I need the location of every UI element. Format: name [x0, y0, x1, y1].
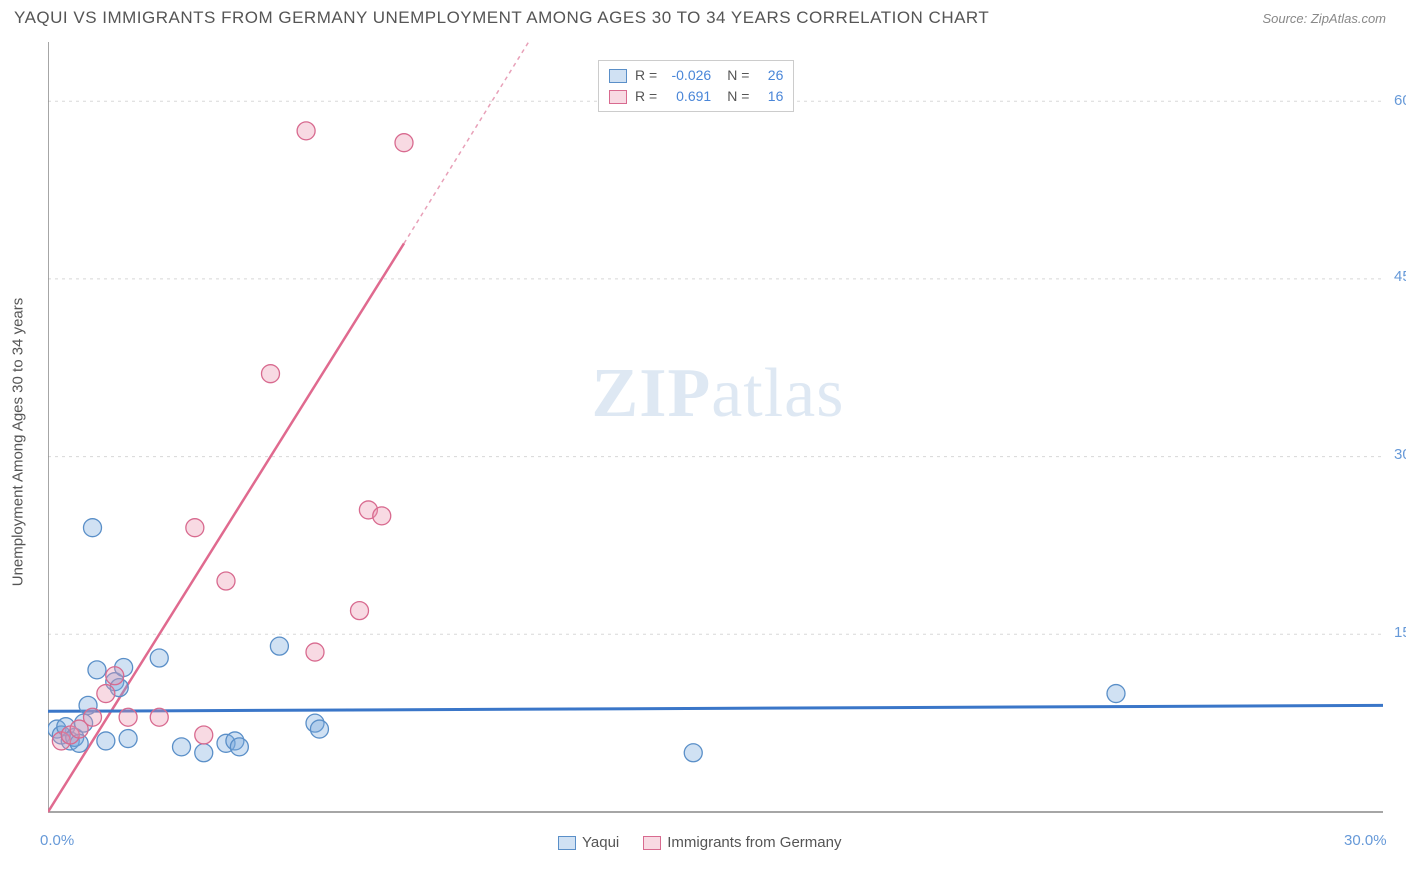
stat-r-label: R =: [635, 86, 657, 107]
legend-label: Immigrants from Germany: [667, 832, 841, 855]
tick-label: 30.0%: [1344, 832, 1387, 849]
stat-r-label: R =: [635, 65, 657, 86]
legend-item: Immigrants from Germany: [643, 832, 841, 855]
source-label: Source: ZipAtlas.com: [1262, 11, 1386, 26]
swatch-icon: [609, 69, 627, 83]
stat-n-label: N =: [727, 65, 749, 86]
stats-row: R = 0.691 N = 16: [609, 86, 783, 107]
legend-item: Yaqui: [558, 832, 619, 855]
swatch-icon: [558, 836, 576, 850]
stats-row: R = -0.026 N = 26: [609, 65, 783, 86]
swatch-icon: [643, 836, 661, 850]
stat-r-value: 0.691: [663, 86, 711, 107]
stat-r-value: -0.026: [663, 65, 711, 86]
tick-label: 15.0%: [1394, 624, 1406, 641]
tick-label: 0.0%: [40, 832, 74, 849]
stats-legend: R = -0.026 N = 26 R = 0.691 N = 16: [598, 60, 794, 112]
stat-n-value: 16: [755, 86, 783, 107]
plot-area: Unemployment Among Ages 30 to 34 years Z…: [48, 42, 1388, 842]
tick-label: 45.0%: [1394, 268, 1406, 285]
y-axis-label: Unemployment Among Ages 30 to 34 years: [10, 298, 27, 587]
stat-n-value: 26: [755, 65, 783, 86]
swatch-icon: [609, 90, 627, 104]
scatter-plot: [48, 42, 1388, 842]
tick-label: 30.0%: [1394, 446, 1406, 463]
series-legend: Yaqui Immigrants from Germany: [558, 832, 841, 855]
tick-label: 60.0%: [1394, 92, 1406, 109]
chart-title: YAQUI VS IMMIGRANTS FROM GERMANY UNEMPLO…: [14, 8, 989, 28]
legend-label: Yaqui: [582, 832, 619, 855]
stat-n-label: N =: [727, 86, 749, 107]
